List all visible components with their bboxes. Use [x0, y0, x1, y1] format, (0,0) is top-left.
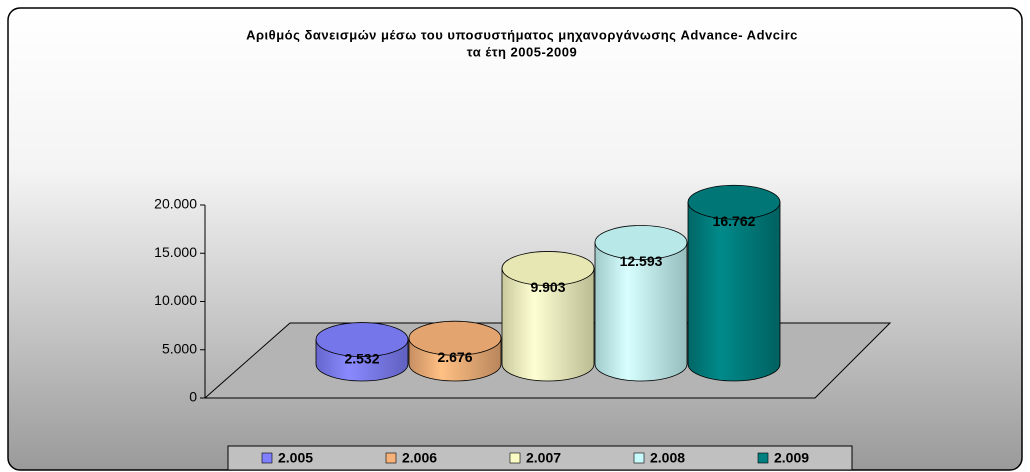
data-label: 16.762	[713, 213, 756, 229]
legend-label: 2.009	[774, 450, 809, 466]
legend-label: 2.006	[402, 450, 437, 466]
legend-swatch	[509, 452, 521, 464]
y-tick-label: 20.000	[154, 196, 197, 212]
legend	[227, 445, 853, 471]
data-label: 9.903	[530, 279, 565, 295]
cylinder-top	[408, 320, 502, 356]
cylinder-top	[315, 322, 409, 357]
data-label: 2.676	[437, 349, 472, 365]
legend-swatch	[757, 452, 769, 464]
y-tick-label: 5.000	[162, 340, 197, 356]
cylinder-top	[687, 184, 781, 220]
y-tick-label: 15.000	[154, 244, 197, 260]
legend-label: 2.008	[650, 450, 685, 466]
legend-swatch	[261, 452, 273, 464]
cylinder-top	[501, 251, 595, 286]
data-label: 12.593	[620, 253, 663, 269]
legend-swatch	[633, 452, 645, 464]
chart-frame	[7, 7, 1023, 471]
legend-swatch	[385, 452, 397, 464]
chart-title: Αριθμός δανεισμών μέσω του υποσυστήματος…	[246, 27, 798, 42]
cylinder-body	[687, 201, 781, 382]
y-tick-label: 10.000	[154, 292, 197, 308]
cylinder-top	[594, 225, 688, 260]
legend-label: 2.005	[278, 450, 313, 466]
y-tick-label: 0	[189, 389, 197, 405]
data-label: 2.532	[344, 350, 379, 366]
chart-title: τα έτη 2005-2009	[467, 44, 577, 59]
legend-label: 2.007	[526, 450, 561, 466]
cylinder-body	[594, 242, 688, 382]
cylinder-body	[501, 268, 595, 382]
